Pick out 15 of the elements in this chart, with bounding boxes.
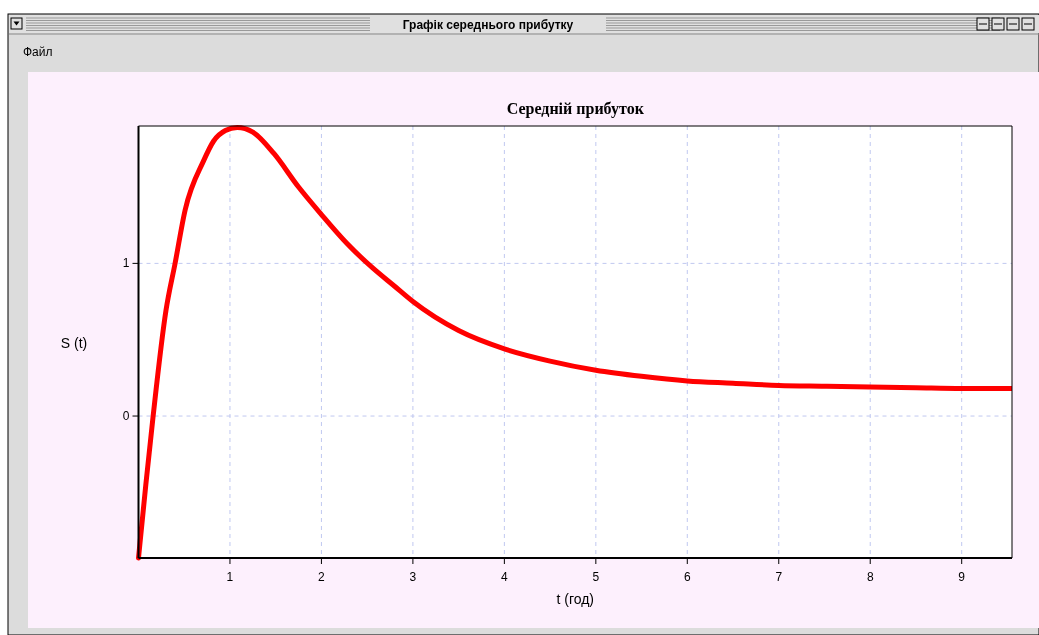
x-tick-label: 4 xyxy=(501,570,509,584)
x-tick-label: 8 xyxy=(866,570,874,584)
x-tick-label: 5 xyxy=(592,570,600,584)
x-axis-title: t (год) xyxy=(556,591,595,607)
x-tick-label: 7 xyxy=(775,570,783,584)
x-tick-label: 1 xyxy=(226,570,234,584)
x-tick-label: 6 xyxy=(683,570,691,584)
x-tick-label: 2 xyxy=(318,570,326,584)
y-axis-title: S (t) xyxy=(60,335,88,351)
x-tick-label: 3 xyxy=(409,570,417,584)
text: Файл xyxy=(23,45,53,59)
x-tick-label: 9 xyxy=(958,570,966,584)
y-tick-label: 0 xyxy=(122,409,130,424)
text: Графік середнього прибутку xyxy=(402,18,574,32)
chart-title: Середній прибуток xyxy=(506,100,645,118)
